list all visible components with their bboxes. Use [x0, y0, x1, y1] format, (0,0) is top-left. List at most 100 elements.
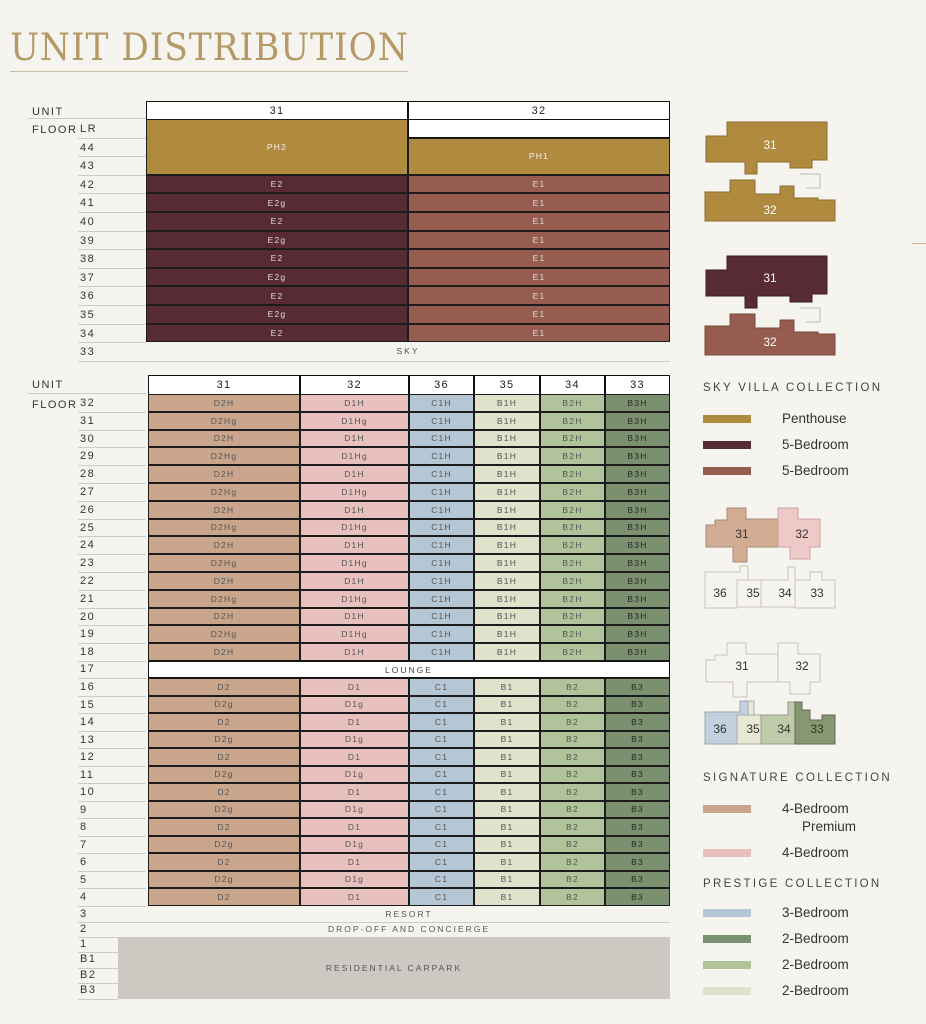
unit-cell: B2: [540, 800, 605, 818]
unit-cell: E2g: [146, 267, 408, 287]
floor-label: 37: [80, 271, 96, 284]
row-divider: [78, 607, 146, 609]
floor-label: 13: [80, 733, 96, 746]
empty-cell: [408, 119, 670, 138]
unit-cell: C1H: [409, 483, 474, 501]
unit-cell: C1: [409, 783, 474, 801]
floor-label: 21: [80, 592, 96, 605]
unit-cell: B3: [605, 853, 670, 871]
row-divider: [78, 137, 146, 139]
unit-cell: D1: [300, 748, 409, 766]
unit-cell: C1: [409, 730, 474, 748]
unit-cell: C1H: [409, 411, 474, 430]
legend-swatch: [703, 849, 751, 857]
unit-cell: C1H: [409, 572, 474, 590]
unit-header: 34: [540, 375, 605, 395]
unit-cell: B3: [605, 835, 670, 853]
unit-cell: B2H: [540, 589, 605, 608]
unit-cell: E1: [408, 230, 670, 250]
svg-text:32: 32: [795, 659, 809, 673]
unit-cell: B2: [540, 695, 605, 713]
legend-label: 4-Bedroom Premium: [782, 801, 857, 834]
unit-cell: D2: [148, 853, 300, 871]
unit-cell: E2: [146, 174, 408, 194]
unit-cell: D2Hg: [148, 411, 300, 430]
floor-label: 38: [80, 253, 96, 266]
legend-item: 2-Bedroom: [703, 930, 849, 948]
legend-swatch: [703, 415, 751, 423]
svg-text:33: 33: [810, 586, 824, 600]
unit-cell: C1: [409, 818, 474, 836]
unit-cell: D2g: [148, 870, 300, 888]
unit-cell: D2Hg: [148, 483, 300, 501]
unit-cell: B3: [605, 888, 670, 906]
floor-label: 33: [80, 346, 96, 359]
unit-cell: B2: [540, 888, 605, 906]
floor-label: 23: [80, 557, 96, 570]
unit-cell: D1Hg: [300, 589, 409, 608]
penthouse-cell: PH1: [408, 137, 670, 175]
floor-label: 43: [80, 160, 96, 173]
row-divider: [78, 748, 146, 749]
floor-label: B3: [80, 984, 97, 996]
unit-cell: D2H: [148, 607, 300, 626]
unit-cell: E2: [146, 323, 408, 343]
unit-cell: B1: [474, 695, 540, 713]
legend-item: 4-Bedroom: [703, 844, 849, 862]
row-divider: [78, 870, 146, 872]
floor-label-heading: FLOOR: [32, 399, 78, 411]
row-divider: [78, 783, 146, 784]
unit-cell: B3H: [605, 411, 670, 430]
unit-cell: E1: [408, 212, 670, 231]
floor-label: 35: [80, 309, 96, 321]
row-divider: [78, 323, 146, 325]
row-divider: [78, 305, 146, 306]
legend-item: 5-Bedroom: [703, 462, 849, 480]
legend-label: 5-Bedroom: [782, 437, 849, 452]
unit-cell: B1H: [474, 625, 540, 644]
unit-cell: B2H: [540, 554, 605, 572]
penthouse-cell: PH2: [146, 119, 408, 175]
unit-cell: D1: [300, 783, 409, 801]
legend-swatch: [703, 961, 751, 969]
unit-cell: C1H: [409, 607, 474, 626]
unit-cell: D2H: [148, 429, 300, 448]
unit-cell: B2: [540, 765, 605, 783]
unit-cell: B3H: [605, 554, 670, 572]
floorplan-signature: 31 32 36 35 34 33: [704, 507, 836, 609]
unit-cell: B2: [540, 853, 605, 871]
row-divider: [78, 286, 146, 288]
unit-cell: C1H: [409, 394, 474, 412]
sky-band: SKY: [396, 346, 420, 357]
unit-cell: D2: [148, 713, 300, 731]
unit-cell: B1: [474, 730, 540, 748]
floor-label: 15: [80, 698, 96, 711]
unit-cell: D2g: [148, 800, 300, 818]
unit-cell: E2: [146, 249, 408, 268]
floor-label: 27: [80, 486, 96, 498]
unit-cell: B1: [474, 678, 540, 696]
svg-text:32: 32: [795, 527, 809, 541]
unit-cell: B3H: [605, 607, 670, 626]
unit-cell: C1: [409, 678, 474, 696]
unit-cell: D2H: [148, 394, 300, 412]
unit-cell: B3: [605, 783, 670, 801]
unit-cell: B2: [540, 713, 605, 731]
floor-label: 1: [80, 937, 88, 950]
unit-cell: B2: [540, 870, 605, 888]
unit-cell: D1H: [300, 465, 409, 483]
row-divider: [78, 952, 118, 953]
unit-header: 35: [474, 375, 540, 395]
legend-swatch: [703, 909, 751, 917]
unit-header: 31: [148, 375, 300, 395]
unit-cell: B3: [605, 748, 670, 766]
floor-label: 10: [80, 786, 96, 798]
svg-text:31: 31: [735, 659, 749, 673]
unit-cell: B3: [605, 695, 670, 713]
floor-label: 5: [80, 873, 88, 886]
unit-cell: D1: [300, 678, 409, 696]
unit-header: 31: [146, 101, 408, 120]
unit-cell: E1: [408, 193, 670, 212]
page-title: UNIT DISTRIBUTION: [10, 26, 409, 69]
unit-cell: D2g: [148, 695, 300, 713]
